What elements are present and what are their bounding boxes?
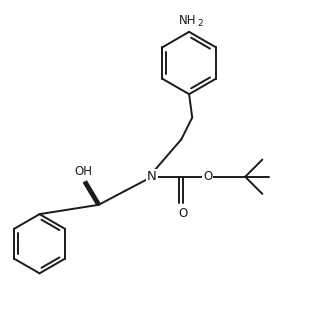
- Text: N: N: [147, 170, 157, 183]
- Text: O: O: [203, 170, 212, 183]
- Text: OH: OH: [74, 165, 92, 178]
- Text: O: O: [178, 207, 188, 220]
- Text: 2: 2: [197, 19, 203, 28]
- Text: NH: NH: [179, 13, 196, 27]
